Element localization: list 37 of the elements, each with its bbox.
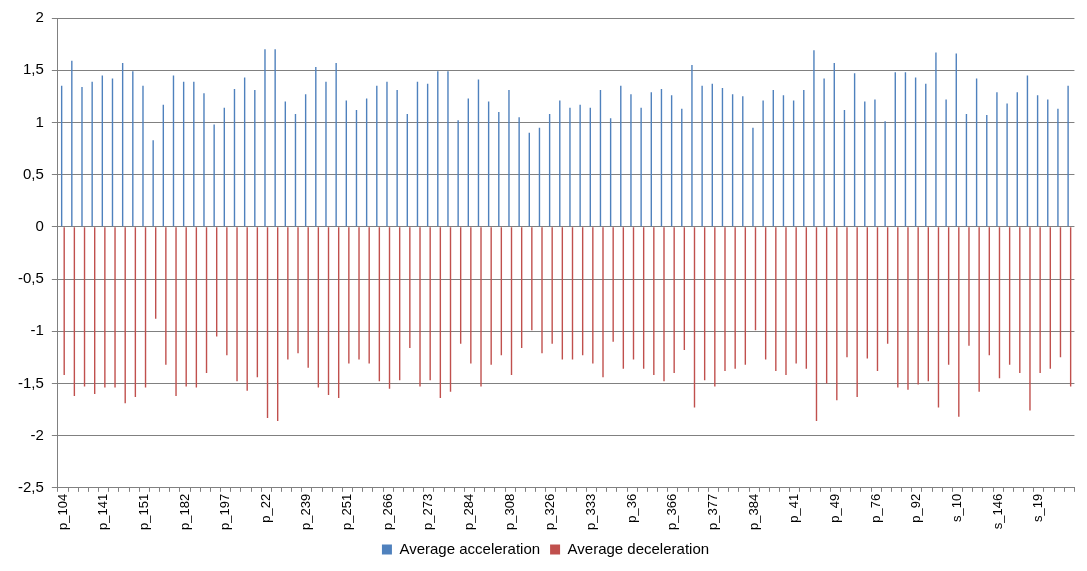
x-tick-label: p_326 [542, 493, 558, 531]
x-tick-label: p_251 [339, 493, 355, 531]
x-tick-label: p_22 [257, 493, 273, 523]
x-tick-label: p_182 [176, 493, 192, 531]
y-tick-label: -1,5 [17, 373, 44, 391]
x-tick-label: p_76 [867, 493, 883, 523]
x-tick-label: p_333 [583, 493, 599, 531]
y-tick-label: 1 [35, 112, 44, 130]
y-tick-label: -0,5 [17, 269, 44, 287]
x-tick-label: p_36 [623, 493, 639, 523]
y-tick-label: 1,5 [22, 60, 44, 78]
y-tick-label: 0,5 [22, 164, 44, 182]
y-tick-label: -1 [30, 321, 44, 339]
y-tick-label: -2 [30, 425, 44, 443]
x-tick-label: s_10 [949, 493, 965, 523]
y-tick-label: 0 [35, 216, 44, 234]
x-tick-label: p_49 [827, 493, 843, 523]
x-tick-label: p_104 [54, 493, 70, 531]
x-tick-label: p_239 [298, 493, 314, 531]
x-tick-label: p_384 [745, 493, 761, 531]
y-tick-label: 2 [35, 8, 44, 26]
x-tick-label: p_92 [908, 493, 924, 523]
x-tick-label: p_308 [501, 493, 517, 531]
x-tick-label: s_146 [989, 493, 1005, 530]
x-tick-label: p_266 [379, 493, 395, 531]
x-tick-label: s_19 [1030, 493, 1046, 523]
x-tick-label: p_141 [95, 493, 111, 531]
legend-label: Average acceleration [399, 539, 541, 557]
legend-label: Average deceleration [567, 539, 710, 557]
x-tick-label: p_284 [461, 493, 477, 531]
x-tick-label: p_377 [705, 493, 721, 531]
x-tick-label: p_273 [420, 493, 436, 531]
x-tick-label: p_197 [217, 493, 233, 531]
x-tick-label: p_41 [786, 493, 802, 523]
y-tick-label: -2,5 [17, 477, 44, 495]
x-tick-label: p_366 [664, 493, 680, 531]
x-tick-label: p_151 [135, 493, 151, 531]
